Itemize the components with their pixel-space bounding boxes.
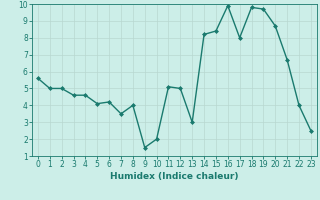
X-axis label: Humidex (Indice chaleur): Humidex (Indice chaleur) xyxy=(110,172,239,181)
